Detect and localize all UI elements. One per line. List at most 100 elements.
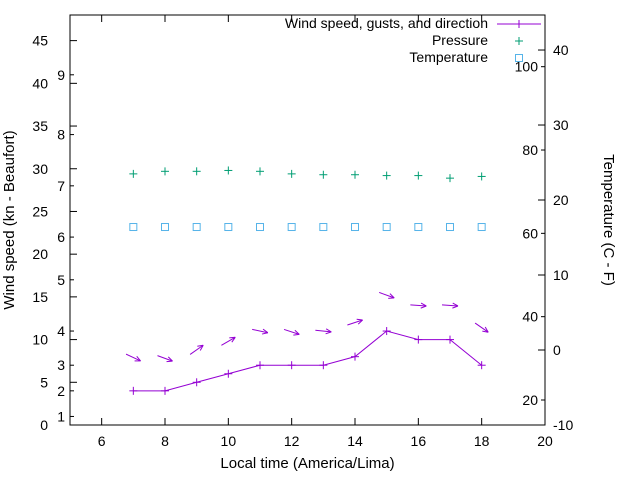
line — [388, 297, 395, 299]
square-marker — [161, 223, 169, 232]
x-tick-label: 14 — [347, 433, 363, 449]
kn-tick-label: 20 — [32, 246, 48, 262]
celsius-tick-label: 40 — [553, 42, 569, 58]
beaufort-tick-label: 8 — [57, 127, 65, 143]
line — [262, 328, 269, 334]
celsius-tick-label: 30 — [553, 117, 569, 133]
x-tick-label: 8 — [161, 433, 169, 449]
line — [452, 305, 459, 309]
line — [199, 344, 204, 351]
line — [229, 336, 236, 339]
x-tick-label: 10 — [221, 433, 237, 449]
kn-tick-label: 15 — [32, 289, 48, 305]
kn-tick-label: 45 — [32, 33, 48, 49]
square-marker — [446, 223, 454, 232]
square-marker — [256, 223, 264, 232]
square-marker — [515, 54, 523, 62]
temperature-series — [129, 223, 486, 232]
line — [389, 293, 395, 299]
x-axis-title: Local time (America/Lima) — [220, 455, 394, 472]
line — [157, 355, 173, 362]
fahrenheit-tick-label: 100 — [515, 59, 539, 75]
legend-label: Temperature — [409, 49, 488, 65]
line — [261, 332, 268, 335]
line — [441, 304, 459, 307]
line — [283, 328, 300, 335]
y-axis-right: -10 0 10 20 30 40 20 40 60 80 100 — [515, 42, 574, 433]
x-tick-label: 16 — [411, 433, 427, 449]
y-axis-title: Wind speed (kn - Beaufort) — [1, 130, 18, 309]
line — [325, 331, 332, 335]
fahrenheit-tick-label: 60 — [522, 225, 538, 241]
line — [356, 318, 363, 321]
line — [474, 322, 489, 333]
square-marker — [382, 223, 391, 232]
line — [315, 329, 332, 333]
line — [252, 328, 268, 334]
kn-tick-label: 40 — [32, 75, 48, 91]
x-tick-label: 20 — [537, 433, 553, 449]
beaufort-tick-label: 4 — [57, 323, 65, 339]
beaufort-tick-label: 1 — [57, 408, 65, 424]
x-tick-label: 18 — [474, 433, 490, 449]
line — [189, 344, 204, 355]
line — [420, 302, 427, 307]
line — [136, 355, 141, 362]
kn-tick-label: 5 — [40, 374, 48, 390]
beaufort-tick-label: 6 — [57, 229, 65, 245]
legend-label: Pressure — [432, 32, 488, 48]
kn-tick-label: 30 — [32, 161, 48, 177]
fahrenheit-tick-label: 40 — [522, 309, 538, 325]
fahrenheit-tick-label: 20 — [522, 392, 538, 408]
line — [293, 333, 300, 336]
beaufort-tick-label: 5 — [57, 272, 65, 288]
line — [410, 304, 427, 307]
fahrenheit-tick-label: 80 — [522, 142, 538, 158]
x-tick-label: 12 — [284, 433, 300, 449]
line — [125, 353, 141, 362]
y2-axis-title: Temperature (C - F) — [600, 154, 617, 286]
line — [221, 336, 236, 346]
square-marker — [224, 223, 233, 232]
plot-border — [69, 14, 546, 426]
kn-tick-label: 0 — [40, 417, 48, 433]
square-marker — [414, 223, 423, 232]
kn-tick-label: 35 — [32, 118, 48, 134]
beaufort-tick-label: 2 — [57, 383, 65, 399]
legend: Wind speed, gusts, and directionPressure… — [285, 15, 541, 65]
beaufort-tick-label: 7 — [57, 178, 65, 194]
wind-speed-series — [129, 327, 486, 395]
celsius-tick-label: 10 — [553, 267, 569, 283]
legend-label: Wind speed, gusts, and direction — [285, 15, 488, 31]
x-axis: 6 8 10 12 14 16 18 20 — [98, 15, 553, 449]
x-tick-label: 6 — [98, 433, 106, 449]
line — [325, 328, 332, 333]
line — [420, 305, 427, 309]
pressure-series — [129, 166, 486, 183]
square-marker — [477, 223, 486, 232]
square-marker — [129, 223, 138, 232]
kn-tick-label: 25 — [32, 203, 48, 219]
line — [357, 319, 363, 325]
line — [484, 326, 489, 333]
line — [167, 356, 173, 362]
line — [294, 329, 300, 335]
celsius-tick-label: 20 — [553, 192, 569, 208]
celsius-tick-label: 0 — [553, 342, 561, 358]
wind-speed-line — [133, 330, 482, 392]
square-marker — [287, 223, 296, 232]
line — [197, 344, 204, 347]
line — [378, 291, 395, 299]
square-marker — [192, 223, 201, 232]
beaufort-tick-label: 9 — [57, 67, 65, 83]
kn-tick-label: 10 — [32, 332, 48, 348]
line — [452, 302, 459, 307]
gust-direction-arrows — [125, 291, 489, 363]
square-marker — [319, 223, 328, 232]
line — [347, 319, 363, 326]
beaufort-tick-label: 3 — [57, 357, 65, 373]
celsius-tick-label: -10 — [553, 417, 573, 433]
